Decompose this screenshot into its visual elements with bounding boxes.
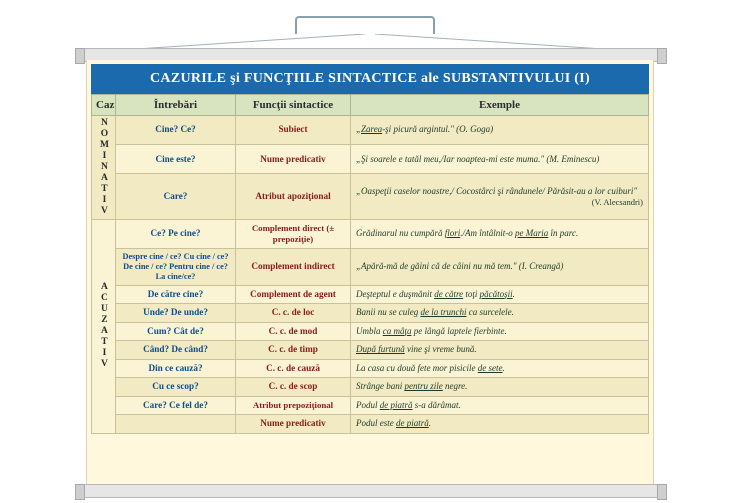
function-cell: Atribut prepoziţional [236,396,351,415]
table-row: De către cine?Complement de agentDeştept… [92,285,649,304]
question-cell [116,415,236,434]
question-cell: Care? Ce fel de? [116,396,236,415]
table-row: ACUZATIVCe? Pe cine?Complement direct (±… [92,220,649,249]
question-cell: Cu ce scop? [116,378,236,397]
header-intrebari: Întrebări [116,95,236,116]
function-cell: Atribut apoziţional [236,174,351,220]
table-row: Nume predicativPodul este de piatră. [92,415,649,434]
function-cell: Complement indirect [236,248,351,285]
function-cell: Nume predicativ [236,145,351,174]
question-cell: Din ce cauză? [116,359,236,378]
table-row: NOMINATIVCine? Ce?Subiect„Zarea-şi picur… [92,116,649,145]
example-cell: După furtună vine şi vreme bună. [351,341,649,360]
example-cell: Banii nu se culeg de la trunchi ca surce… [351,304,649,323]
question-cell: De către cine? [116,285,236,304]
question-cell: Cine? Ce? [116,116,236,145]
table-header-row: Caz Întrebări Funcţii sintactice Exemple [92,95,649,116]
header-caz: Caz [92,95,116,116]
question-cell: Cine este? [116,145,236,174]
example-cell: „Apără-mă de găini că de câini nu mă tem… [351,248,649,285]
question-cell: Ce? Pe cine? [116,220,236,249]
example-cell: „Şi soarele e tatăl meu,/Iar noaptea-mi … [351,145,649,174]
header-exemple: Exemple [351,95,649,116]
example-cell: „Oaspeţii caselor noastre,/ Cocostârci ş… [351,174,649,220]
example-cell: Grădinarul nu cumpără flori./Am întâlnit… [351,220,649,249]
function-cell: C. c. de cauză [236,359,351,378]
table-row: Despre cine / ce? Cu cine / ce? De cine … [92,248,649,285]
example-cell: Podul de piatră s-a dărâmat. [351,396,649,415]
poster-bottom-rod [80,484,662,498]
example-cell: „Zarea-şi picură argintul." (O. Goga) [351,116,649,145]
example-cell: La casa cu două fete mor pisicile de set… [351,359,649,378]
poster-title: CAZURILE şi FUNCŢIILE SINTACTICE ale SUB… [91,64,649,94]
question-cell: Despre cine / ce? Cu cine / ce? De cine … [116,248,236,285]
example-cell: Umbla ca mâţa pe lângă laptele fierbinte… [351,322,649,341]
table-row: Care? Ce fel de?Atribut prepoziţionalPod… [92,396,649,415]
table-row: Cu ce scop?C. c. de scopStrânge bani pen… [92,378,649,397]
example-cell: Deşteptul e duşmănit de către toţi păcăt… [351,285,649,304]
grammar-table: Caz Întrebări Funcţii sintactice Exemple… [91,94,649,434]
function-cell: Subiect [236,116,351,145]
function-cell: C. c. de loc [236,304,351,323]
table-row: Din ce cauză?C. c. de cauzăLa casa cu do… [92,359,649,378]
header-functii: Funcţii sintactice [236,95,351,116]
function-cell: Nume predicativ [236,415,351,434]
table-row: Care?Atribut apoziţional„Oaspeţii caselo… [92,174,649,220]
table-row: Unde? De unde?C. c. de locBanii nu se cu… [92,304,649,323]
function-cell: C. c. de mod [236,322,351,341]
example-cell: Podul este de piatră. [351,415,649,434]
table-body: NOMINATIVCine? Ce?Subiect„Zarea-şi picur… [92,116,649,434]
question-cell: Cum? Cât de? [116,322,236,341]
function-cell: C. c. de timp [236,341,351,360]
question-cell: Când? De când? [116,341,236,360]
case-label: NOMINATIV [92,116,116,220]
function-cell: Complement de agent [236,285,351,304]
case-label: ACUZATIV [92,220,116,434]
poster-panel: CAZURILE şi FUNCŢIILE SINTACTICE ale SUB… [86,60,654,484]
example-cell: Strânge bani pentru zile negre. [351,378,649,397]
table-row: Cum? Cât de?C. c. de modUmbla ca mâţa pe… [92,322,649,341]
table-row: Când? De când?C. c. de timpDupă furtună … [92,341,649,360]
table-row: Cine este?Nume predicativ„Şi soarele e t… [92,145,649,174]
question-cell: Unde? De unde? [116,304,236,323]
function-cell: C. c. de scop [236,378,351,397]
question-cell: Care? [116,174,236,220]
function-cell: Complement direct (± prepoziţie) [236,220,351,249]
